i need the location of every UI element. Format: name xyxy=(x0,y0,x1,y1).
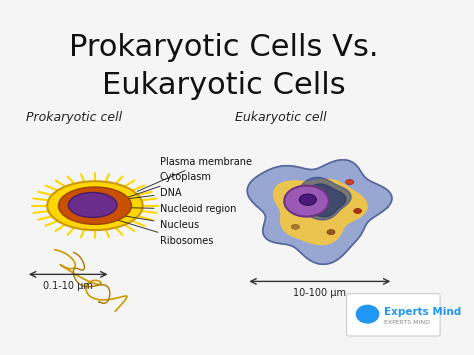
Text: Experts Mind: Experts Mind xyxy=(384,307,462,317)
Text: 0.1-10 μm: 0.1-10 μm xyxy=(43,282,93,291)
Ellipse shape xyxy=(346,180,354,185)
Ellipse shape xyxy=(354,208,362,213)
Circle shape xyxy=(356,305,379,323)
Text: Prokaryotic Cells Vs.: Prokaryotic Cells Vs. xyxy=(69,33,379,62)
Ellipse shape xyxy=(58,187,131,224)
Text: EXPERTS MIND: EXPERTS MIND xyxy=(384,320,430,325)
Polygon shape xyxy=(247,160,392,264)
Ellipse shape xyxy=(300,194,316,205)
Polygon shape xyxy=(273,179,367,245)
Text: Eukaryotic cell: Eukaryotic cell xyxy=(235,111,327,124)
Text: Prokaryotic cell: Prokaryotic cell xyxy=(26,111,122,124)
Text: Ribosomes: Ribosomes xyxy=(114,219,213,246)
Polygon shape xyxy=(298,184,346,217)
Text: Cytoplasm: Cytoplasm xyxy=(123,173,211,199)
Ellipse shape xyxy=(284,186,329,217)
Text: Nucleoid region: Nucleoid region xyxy=(91,204,236,214)
Polygon shape xyxy=(289,178,351,220)
Ellipse shape xyxy=(68,192,117,217)
Ellipse shape xyxy=(292,224,300,229)
Text: Plasma membrane: Plasma membrane xyxy=(137,157,252,191)
Ellipse shape xyxy=(47,181,143,230)
Text: 10-100 μm: 10-100 μm xyxy=(293,289,346,299)
Text: DNA: DNA xyxy=(95,189,181,203)
Text: Eukaryotic Cells: Eukaryotic Cells xyxy=(102,71,346,100)
Text: Nucleus: Nucleus xyxy=(106,213,199,230)
Ellipse shape xyxy=(327,230,335,235)
FancyBboxPatch shape xyxy=(346,294,440,336)
